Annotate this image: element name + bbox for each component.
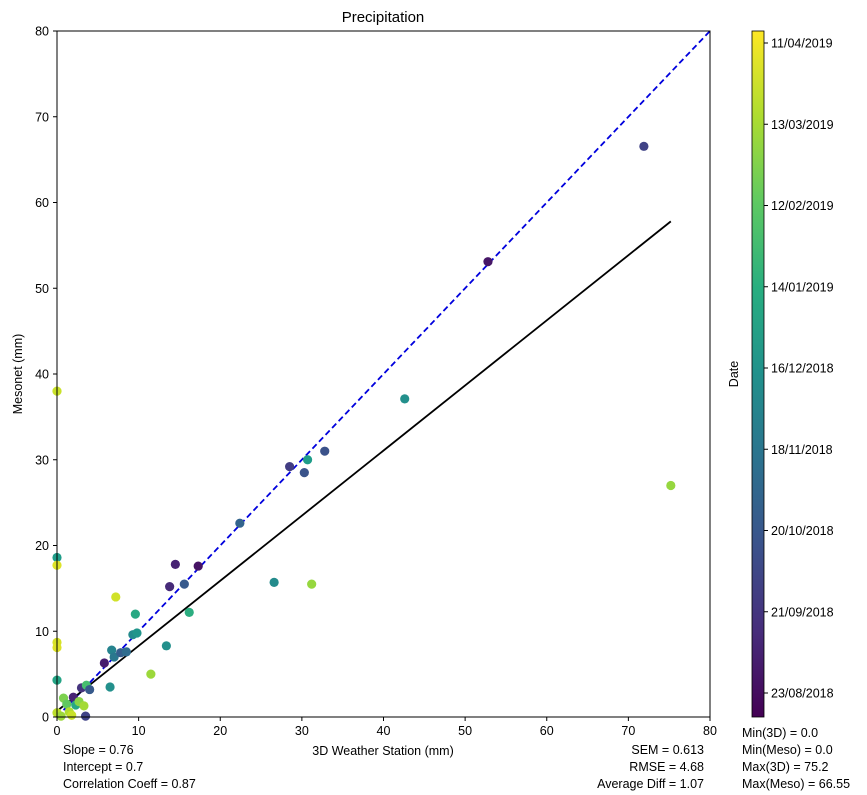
stats-extra: Min(3D) = 0.0 Min(Meso) = 0.0 Max(3D) = … [742, 725, 850, 793]
colorbar-tick-label: 11/04/2019 [771, 37, 833, 51]
scatter-point [121, 647, 131, 657]
stat-min-meso: Min(Meso) = 0.0 [742, 743, 833, 757]
scatter-point [269, 577, 279, 587]
stat-sem: SEM = 0.613 [631, 743, 704, 757]
scatter-point [165, 582, 175, 592]
colorbar [751, 30, 765, 718]
colorbar-tick-label: 13/03/2019 [771, 118, 834, 132]
scatter-point [179, 579, 189, 589]
scatter-point [320, 446, 330, 456]
x-tick-label: 50 [458, 724, 472, 738]
x-axis-ticks: 0 10 20 30 40 50 60 70 80 [54, 717, 717, 738]
scatter-point [483, 257, 493, 267]
scatter-point [56, 711, 66, 721]
x-tick-label: 0 [54, 724, 61, 738]
y-tick-label: 50 [35, 282, 49, 296]
scatter-point [130, 609, 140, 619]
scatter-point [285, 462, 295, 472]
stat-min-3d: Min(3D) = 0.0 [742, 726, 819, 740]
stats-left: Slope = 0.76 Intercept = 0.7 Correlation… [63, 742, 196, 793]
stat-slope: Slope = 0.76 [63, 743, 134, 757]
one-to-one-line [57, 31, 710, 717]
scatter-point [666, 480, 676, 491]
scatter-points [52, 141, 676, 721]
colorbar-ticks: 23/08/2018 21/09/2018 20/10/2018 18/11/2018… [764, 37, 834, 701]
x-tick-label: 20 [213, 724, 227, 738]
regression-lines [57, 31, 710, 717]
y-tick-label: 80 [35, 25, 49, 39]
scatter-point [184, 607, 194, 617]
stat-correlation: Correlation Coeff = 0.87 [63, 777, 196, 791]
x-axis-label: 3D Weather Station (mm) [312, 744, 453, 758]
y-tick-label: 70 [35, 110, 49, 124]
scatter-point [80, 711, 91, 721]
scatter-point [105, 682, 115, 692]
chart-title: Precipitation [342, 9, 425, 26]
scatter-point [193, 561, 203, 571]
scatter-point [400, 394, 410, 404]
y-tick-label: 20 [35, 539, 49, 553]
y-tick-label: 0 [42, 711, 49, 725]
y-tick-label: 60 [35, 196, 49, 210]
y-tick-label: 10 [35, 625, 49, 639]
stat-rmse: RMSE = 4.68 [629, 760, 704, 774]
y-tick-label: 30 [35, 453, 49, 467]
stat-intercept: Intercept = 0.7 [63, 760, 144, 774]
scatter-point [79, 701, 89, 711]
regression-line [57, 220, 672, 712]
y-axis-label: Mesonet (mm) [11, 334, 25, 415]
scatter-point [170, 559, 180, 569]
y-tick-label: 40 [35, 368, 49, 382]
scatter-point [99, 658, 109, 668]
colorbar-tick-label: 23/08/2018 [771, 687, 834, 701]
stat-average-diff: Average Diff = 1.07 [597, 777, 704, 791]
scatter-point [111, 592, 121, 602]
x-tick-label: 60 [540, 724, 554, 738]
stat-max-meso: Max(Meso) = 66.55 [742, 777, 851, 791]
colorbar-label: Date [727, 361, 741, 387]
scatter-point [62, 699, 72, 709]
scatter-point [161, 641, 171, 651]
scatter-point [639, 141, 649, 151]
scatter-point [132, 628, 142, 638]
colorbar-tick-label: 20/10/2018 [771, 524, 834, 538]
colorbar-tick-label: 21/09/2018 [771, 605, 834, 619]
x-tick-label: 40 [377, 724, 391, 738]
scatter-point [109, 652, 119, 662]
colorbar-tick-label: 16/12/2018 [771, 362, 834, 376]
x-tick-label: 10 [132, 724, 146, 738]
stat-max-3d: Max(3D) = 75.2 [742, 760, 829, 774]
x-tick-label: 70 [621, 724, 635, 738]
scatter-point [307, 579, 317, 589]
scatter-point [67, 710, 77, 720]
colorbar-tick-label: 18/11/2018 [771, 443, 833, 457]
x-tick-label: 30 [295, 724, 309, 738]
colorbar-tick-label: 14/01/2019 [771, 280, 834, 294]
scatter-point [146, 669, 156, 679]
scatter-point [299, 468, 309, 478]
scatter-point [235, 518, 245, 528]
x-tick-label: 80 [703, 724, 717, 738]
stats-right: SEM = 0.613 RMSE = 4.68 Average Diff = 1… [597, 742, 704, 793]
scatter-point [302, 455, 313, 465]
colorbar-tick-label: 12/02/2019 [771, 199, 834, 213]
scatter-point [85, 684, 95, 695]
y-axis-ticks: 0 10 20 30 40 50 60 70 80 [35, 25, 57, 725]
